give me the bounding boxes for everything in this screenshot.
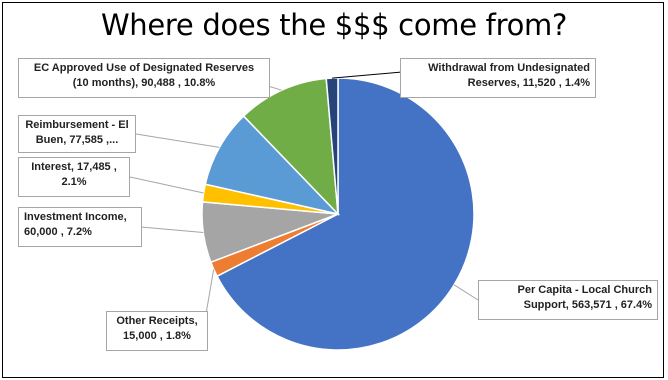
slice-label-ec-approved: EC Approved Use of Designated Reserves (… xyxy=(18,58,270,98)
slice-label-per-capita: Per Capita - Local Church Support, 563,5… xyxy=(478,280,658,320)
leader-line-0 xyxy=(453,284,479,301)
leader-line-1 xyxy=(205,269,215,315)
chart-title: Where does the $$$ come from? xyxy=(100,8,568,42)
leader-line-3 xyxy=(129,176,204,194)
slice-label-withdrawal: Withdrawal from Undesignated Reserves, 1… xyxy=(400,58,596,98)
pie-slice-4 xyxy=(204,115,341,216)
leader-line-4 xyxy=(135,133,220,148)
slice-label-reimbursement: Reimbursement - El Buen, 77,585 ,... xyxy=(18,115,136,153)
slice-label-other-receipts: Other Receipts, 15,000 , 1.8% xyxy=(106,311,208,351)
leader-line-2 xyxy=(140,226,204,233)
leader-line-5 xyxy=(267,85,282,91)
slice-label-investment-income: Investment Income, 60,000 , 7.2% xyxy=(18,207,142,247)
slice-label-interest: Interest, 17,485 , 2.1% xyxy=(18,157,130,197)
leader-line-6 xyxy=(332,71,403,79)
